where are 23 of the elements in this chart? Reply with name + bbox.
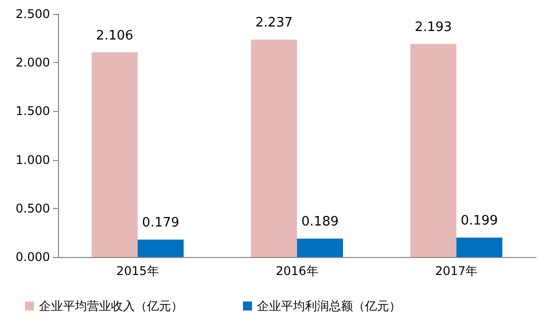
bar [92,52,138,257]
y-tick-label: 2.000 [16,56,50,70]
bar [251,40,297,257]
x-tick-label: 2015年 [116,264,159,278]
x-tick-label: 2016年 [276,264,318,278]
data-label: 0.199 [460,214,498,229]
legend-label: 企业平均营业收入（亿元） [39,299,183,313]
data-label: 2.106 [96,28,134,44]
y-tick-label: 1.500 [16,104,50,118]
data-label: 2.193 [414,20,452,35]
x-tick-label: 2017年 [435,264,478,278]
bar [138,240,184,257]
data-label: 2.237 [255,16,293,31]
y-tick-label: 0.500 [16,201,50,216]
y-tick-label: 2.500 [16,7,50,21]
bar [410,44,456,257]
bar [456,238,502,257]
data-label: 0.189 [301,214,339,230]
y-tick-label: 1.000 [16,152,50,167]
legend-label: 企业平均利润总额（亿元） [257,299,401,313]
bar [297,238,343,257]
data-label: 0.179 [142,216,180,231]
y-tick-label: 0.000 [16,250,50,264]
